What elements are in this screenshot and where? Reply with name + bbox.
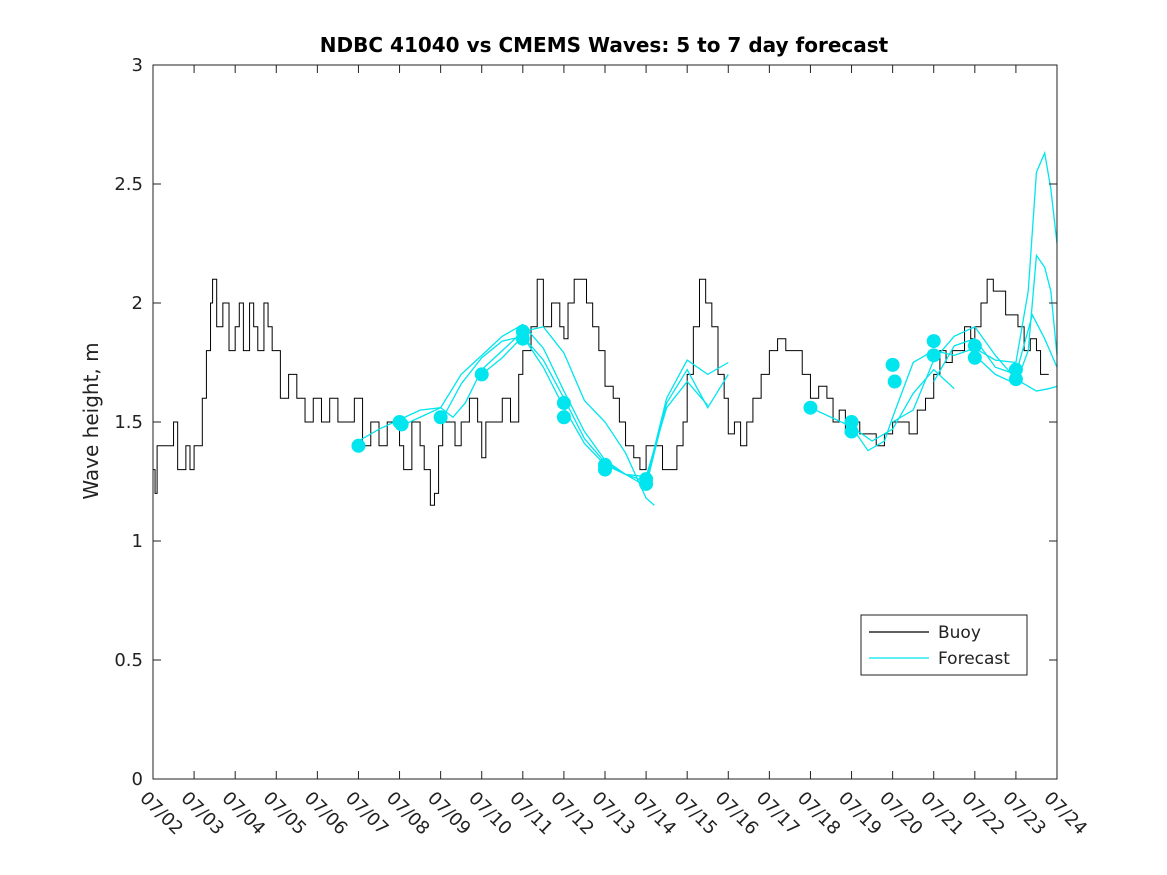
- x-tick-label: 07/09: [423, 788, 475, 840]
- forecast-marker: [474, 367, 489, 382]
- x-tick-label: 07/18: [793, 788, 845, 840]
- x-tick-label: 07/22: [957, 788, 1009, 840]
- x-tick-label: 07/11: [505, 788, 557, 840]
- x-tick-label: 07/02: [135, 788, 187, 840]
- forecast-line-5: [851, 347, 1016, 452]
- legend-label-forecast: Forecast: [938, 649, 1010, 669]
- forecast-marker: [844, 424, 859, 439]
- x-tick-label: 07/07: [341, 788, 393, 840]
- y-tick-label: 2.5: [114, 174, 143, 195]
- x-tick-label: 07/03: [177, 788, 229, 840]
- chart-title: NDBC 41040 vs CMEMS Waves: 5 to 7 day fo…: [320, 33, 889, 57]
- y-axis-label: Wave height, m: [79, 342, 103, 499]
- forecast-marker: [556, 410, 571, 425]
- forecast-marker: [639, 476, 654, 491]
- x-tick-label: 07/05: [259, 788, 311, 840]
- forecast-line-4: [810, 368, 955, 442]
- forecast-marker: [926, 348, 941, 363]
- x-tick-label: 07/15: [670, 788, 722, 840]
- x-tick-label: 07/06: [300, 788, 352, 840]
- forecast-line-8: [974, 253, 1057, 385]
- x-tick-label: 07/13: [587, 788, 639, 840]
- legend-box: [860, 614, 1028, 676]
- y-tick-label: 1.5: [114, 412, 143, 433]
- forecast-line-7: [933, 313, 1057, 382]
- forecast-marker: [967, 350, 982, 365]
- buoy-series: [153, 278, 1049, 506]
- forecast-marker: [515, 324, 530, 339]
- forecast-marker: [887, 374, 902, 389]
- x-tick-label: 07/12: [546, 788, 598, 840]
- y-tick-label: 2: [132, 293, 143, 314]
- legend-label-buoy: Buoy: [938, 623, 981, 643]
- x-tick-label: 07/16: [711, 788, 763, 840]
- forecast-series: [358, 150, 1057, 506]
- y-tick-label: 3: [132, 55, 143, 76]
- x-tick-label: 07/04: [218, 788, 270, 840]
- x-tick-label: 07/19: [834, 788, 886, 840]
- forecast-line-1: [399, 323, 709, 478]
- buoy-line: [153, 278, 1049, 506]
- forecast-line-0: [358, 326, 655, 506]
- axis-ticks: 00.511.522.5307/0207/0307/0407/0507/0607…: [114, 55, 1091, 839]
- forecast-marker: [598, 462, 612, 477]
- forecast-marker: [433, 410, 448, 425]
- forecast-marker: [351, 438, 366, 453]
- x-tick-label: 07/10: [464, 788, 516, 840]
- forecast-line-6: [892, 325, 1057, 423]
- forecast-marker: [803, 400, 818, 415]
- forecast-line-9: [1015, 150, 1057, 363]
- forecast-line-2: [440, 335, 729, 483]
- forecast-markers: [351, 324, 1023, 491]
- y-tick-label: 0.5: [114, 650, 143, 671]
- legend: Buoy Forecast: [860, 614, 1028, 676]
- x-tick-label: 07/20: [875, 788, 927, 840]
- x-tick-label: 07/23: [998, 788, 1050, 840]
- forecast-marker: [967, 338, 982, 353]
- x-tick-label: 07/08: [382, 788, 434, 840]
- forecast-marker: [394, 417, 409, 432]
- x-tick-label: 07/24: [1039, 788, 1091, 840]
- forecast-marker: [1008, 372, 1023, 387]
- y-tick-label: 0: [132, 769, 143, 790]
- x-tick-label: 07/17: [752, 788, 804, 840]
- y-tick-label: 1: [132, 531, 143, 552]
- x-tick-label: 07/14: [629, 788, 681, 840]
- forecast-marker: [556, 395, 571, 410]
- forecast-marker: [885, 357, 900, 372]
- x-tick-label: 07/21: [916, 788, 968, 840]
- forecast-marker: [926, 334, 941, 349]
